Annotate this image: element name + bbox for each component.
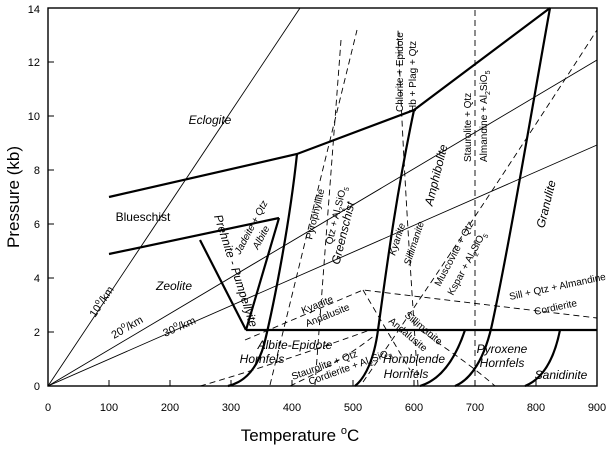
x-tick-label: 400 (283, 402, 301, 414)
x-tick-label: 900 (588, 402, 606, 414)
sub-5: 5 (482, 233, 490, 240)
sub-2: 2 (369, 360, 375, 368)
almandine-al-text: Almandine + Al (479, 95, 490, 162)
sub-2: 2 (473, 251, 481, 258)
sio-text: SiO (334, 189, 349, 208)
sub-2: 2 (339, 206, 347, 212)
y-tick-label: 2 (34, 327, 40, 339)
hornblende-hornfels-label-2: Hornfels (384, 367, 429, 381)
sub-5: 5 (485, 70, 492, 74)
pyrophyllite-label: Pyrophyllite (304, 187, 327, 240)
gradient-20-value: 20 (110, 325, 127, 342)
y-tick-label: 4 (34, 273, 40, 285)
almandine-al2sio5-label: Almandine + Al2SiO5 (479, 70, 492, 162)
staurolite-low-curve (289, 334, 376, 387)
eclogite-boundary (108, 7, 551, 199)
hb-plag-qtz-label: Hb + Plag + Qtz (408, 41, 419, 112)
gradient-30-value: 30 (161, 324, 177, 340)
granulite-boundary (454, 7, 552, 388)
amphibolite-left-boundary (354, 109, 416, 387)
gradient-30-label: 30o/km (160, 312, 198, 340)
x-tick-label: 700 (466, 402, 484, 414)
y-axis: 0 2 4 6 8 10 12 14 Pressure (kb) (4, 4, 54, 393)
y-tick-label: 6 (34, 219, 40, 231)
zeolite-label: Zeolite (155, 279, 192, 293)
hornblende-hornfels-label: Hornblende (383, 352, 445, 366)
granulite-label: Granulite (533, 178, 558, 229)
hornblende-hornfels-left-boundary (419, 329, 467, 388)
gradient-20-label: 20o/km (108, 311, 145, 341)
x-tick-label: 0 (45, 402, 51, 414)
sub-2: 2 (485, 91, 492, 95)
x-axis-title: Temperature oC (241, 425, 360, 445)
y-axis-title: Pressure (kb) (4, 146, 23, 248)
sub-5: 5 (344, 186, 352, 192)
reaction-curves (199, 8, 598, 387)
chlorite-epidote-curve (397, 29, 419, 387)
x-axis-title-degree: o (341, 425, 347, 437)
geotherm-20 (47, 59, 598, 387)
greenschist-left-boundary (227, 153, 299, 388)
sill-qtz-almandine-label: Sill + Qtz + Almandine (508, 272, 607, 303)
staurolite-qtz-label: Staurolite + Qtz (463, 93, 474, 162)
x-tick-label: 600 (405, 402, 423, 414)
sio-text: SiO (370, 349, 390, 365)
x-axis-title-text: Temperature (241, 426, 341, 445)
x-axis-title-unit: C (347, 426, 359, 445)
cordierite-label: Cordierite (533, 298, 578, 318)
gradient-10-label: 10o/km (85, 283, 117, 320)
sio-text: SiO (479, 74, 490, 91)
alsio-triple-curve (244, 289, 598, 341)
geotherm-30 (47, 144, 598, 387)
facies-boundaries (108, 7, 597, 388)
y-tick-label: 8 (34, 165, 40, 177)
x-tick-label: 800 (527, 402, 545, 414)
albite-epidote-hornfels-label: Albite-Epidote (257, 338, 333, 352)
gradient-30-unit: /km (177, 315, 198, 333)
gradient-10-value: 10 (88, 303, 105, 320)
x-tick-label: 100 (100, 402, 118, 414)
pyroxene-hornfels-label: Pyroxene (477, 342, 528, 356)
prehnite-left-boundary (199, 239, 247, 331)
amphibolite-label: Amphibolite (422, 143, 451, 209)
pyrophyllite-curve (269, 29, 358, 386)
sanidinite-label: Sanidinite (535, 368, 588, 382)
pyroxene-hornfels-right-boundary (524, 329, 562, 388)
gradient-20-degree: o (119, 320, 128, 330)
prehnite-right-boundary (244, 217, 281, 331)
sub-5: 5 (388, 353, 394, 361)
x-axis: 0 100 200 300 400 500 600 700 800 900 Te… (45, 380, 606, 445)
y-tick-label: 14 (28, 4, 40, 16)
eclogite-label: Eclogite (189, 113, 232, 127)
chlorite-epidote-label: Chlorite + Epidote (395, 32, 406, 112)
muscovite-curve (362, 29, 598, 383)
albite-epidote-hornfels-label-2: Hornfels (240, 352, 285, 366)
plot-frame (47, 7, 598, 387)
sillimanite-andalusite-curve (362, 289, 411, 371)
y-tick-label: 12 (28, 57, 40, 69)
y-tick-label: 0 (34, 381, 40, 393)
geotherms (47, 7, 598, 387)
gradient-30-degree: o (171, 319, 179, 329)
x-tick-label: 500 (344, 402, 362, 414)
blueschist-lower-boundary (108, 216, 280, 256)
blueschist-label: Blueschist (116, 210, 171, 224)
gradient-10-degree: o (92, 297, 102, 306)
geotherm-10 (47, 7, 301, 387)
y-tick-label: 10 (28, 111, 40, 123)
pyroxene-hornfels-label-2: Hornfels (480, 356, 525, 370)
x-tick-label: 200 (161, 402, 179, 414)
x-tick-label: 300 (222, 402, 240, 414)
jadeite-curve (314, 39, 342, 386)
